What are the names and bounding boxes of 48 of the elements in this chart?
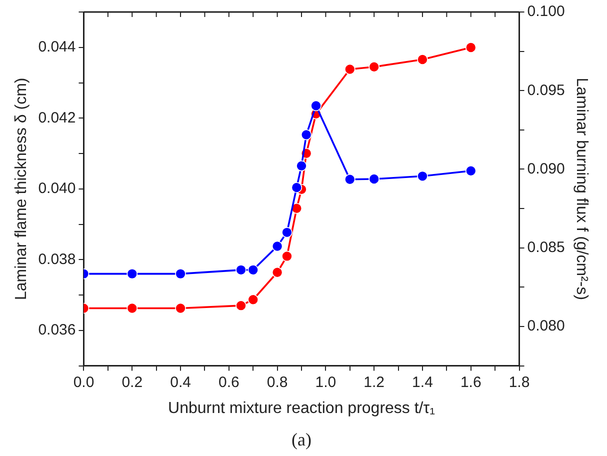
text: (a) (292, 430, 312, 450)
x-tick-label: 1.4 (412, 374, 433, 391)
y-tick-label: 0.038 (38, 250, 76, 268)
x-tick-label: 0.2 (122, 374, 143, 391)
point (344, 174, 356, 185)
point (236, 300, 246, 311)
point (175, 302, 186, 314)
y2-tick-label: 0.095 (527, 82, 565, 99)
point (417, 54, 428, 65)
x-axis-title: Unburnt mixture reaction progress t/τ₁ (168, 400, 435, 417)
point (282, 227, 292, 238)
point (236, 264, 246, 276)
point (300, 129, 312, 140)
y2-tick-label: 0.085 (527, 239, 565, 256)
point (368, 61, 380, 72)
x-tick-label: 0.6 (218, 374, 240, 391)
x-tick-label: 1.0 (315, 374, 336, 391)
x-tick-label: 0.8 (266, 374, 288, 391)
y2-axis-title: Laminar burning flux f (g/cm²-s) (572, 78, 590, 300)
point (272, 266, 283, 278)
point (465, 42, 476, 53)
y-tick-label: 0.044 (38, 38, 76, 56)
y-tick-label: 0.040 (38, 180, 76, 198)
y2-tick-label: 0.100 (527, 3, 565, 20)
point (368, 174, 380, 184)
point (344, 64, 356, 75)
x-tick-label: 1.6 (460, 374, 482, 391)
y2-tick-label: 0.080 (527, 318, 565, 335)
point (291, 182, 302, 193)
point (465, 165, 476, 176)
point (417, 170, 428, 182)
y-tick-label: 0.036 (38, 322, 76, 339)
point (126, 302, 138, 314)
point (282, 250, 292, 262)
y-tick-label: 0.042 (38, 109, 76, 126)
point (272, 240, 283, 252)
x-tick-label: 0.0 (73, 374, 94, 391)
x-tick-label: 1.8 (508, 374, 530, 391)
point (175, 268, 186, 280)
point (126, 268, 138, 280)
point (248, 264, 259, 276)
y-axis-title: Laminar flame thickness δ (cm) (13, 78, 30, 300)
x-tick-label: 0.4 (170, 374, 191, 391)
point (296, 160, 307, 172)
point (248, 294, 259, 305)
point (310, 100, 322, 112)
x-tick-label: 1.2 (364, 374, 385, 391)
y2-tick-label: 0.090 (527, 160, 565, 178)
